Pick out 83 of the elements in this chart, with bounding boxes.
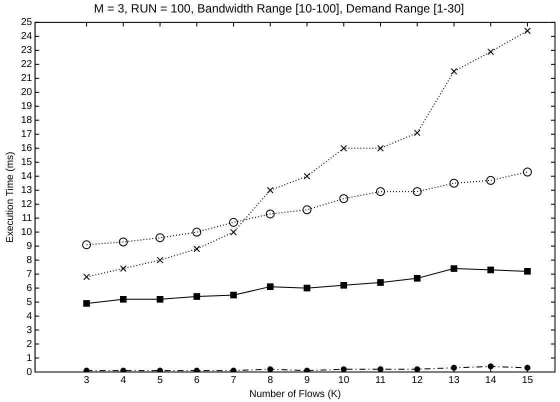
point: [266, 209, 275, 218]
point: [377, 144, 384, 152]
point: [229, 218, 238, 227]
point: [156, 256, 164, 264]
point: [83, 274, 90, 280]
y-tick-label: 8: [26, 254, 33, 266]
point: [376, 187, 385, 196]
x-tick-label: 6: [194, 374, 200, 386]
y-tick-label: 19: [21, 101, 33, 112]
y-tick-label: 25: [21, 17, 33, 28]
x-tick-label: 13: [448, 374, 460, 386]
y-tick-label: 0: [26, 366, 33, 378]
y-tick-label: 22: [21, 59, 33, 70]
y-tick-label: 12: [21, 198, 33, 210]
point: [304, 284, 310, 292]
y-tick-label: 17: [21, 129, 33, 140]
y-tick-label: 5: [26, 296, 33, 308]
y-tick-label: 20: [21, 87, 33, 98]
point: [522, 168, 532, 177]
y-tick-label: 14: [21, 170, 33, 182]
x-tick-label: 15: [522, 374, 534, 386]
point: [304, 172, 310, 180]
y-tick-label: 21: [21, 73, 33, 84]
y-tick-label: 24: [21, 31, 33, 42]
y-tick-label: 2: [26, 338, 33, 350]
point: [488, 363, 494, 370]
point: [377, 279, 384, 286]
y-tick-label: 23: [21, 45, 33, 56]
x-tick-label: 8: [267, 374, 274, 386]
y-tick-label: 10: [21, 226, 33, 238]
point: [230, 228, 237, 236]
point: [339, 194, 348, 204]
point: [450, 364, 457, 371]
x-tick-label: 4: [120, 374, 127, 386]
point: [340, 282, 348, 289]
y-tick-label: 7: [26, 268, 33, 280]
point: [450, 68, 458, 75]
point: [230, 292, 237, 298]
x-tick-label: 7: [230, 374, 237, 386]
y-tick-label: 9: [26, 240, 33, 252]
y-tick-label: 18: [21, 115, 33, 126]
y-tick-label: 4: [26, 310, 33, 322]
point: [193, 293, 200, 300]
point: [487, 266, 494, 274]
y-tick-label: 11: [22, 212, 33, 224]
y-tick-label: 3: [26, 324, 33, 336]
point: [412, 187, 422, 196]
x-tick-label: 9: [304, 374, 310, 386]
point: [302, 205, 312, 214]
point: [524, 268, 531, 275]
point: [82, 240, 92, 250]
y-tick-label: 16: [21, 143, 33, 154]
point: [120, 265, 127, 272]
x-tick-label: 5: [157, 374, 164, 386]
x-tick-label: 14: [485, 374, 497, 386]
point: [340, 144, 348, 152]
y-tick-label: 15: [21, 156, 33, 168]
point: [487, 48, 494, 56]
point: [192, 228, 202, 237]
x-tick-label: 11: [375, 374, 386, 386]
x-axis-title: Number of Flows (K): [249, 388, 341, 400]
chart-title: M = 3, RUN = 100, Bandwidth Range [10-100], Demand Range [1-30]: [94, 2, 464, 16]
x-tick-label: 12: [412, 374, 424, 386]
y-tick-label: 1: [26, 352, 33, 364]
point: [524, 27, 531, 34]
point: [266, 186, 274, 194]
point: [120, 296, 127, 303]
point: [414, 274, 421, 282]
x-tick-label: 10: [338, 374, 350, 386]
point: [156, 233, 165, 242]
x-tick-label: 3: [84, 374, 90, 386]
point: [486, 176, 496, 185]
y-axis-title: Execution Time (ms): [4, 152, 16, 243]
point: [450, 265, 458, 272]
y-tick-label: 6: [26, 282, 33, 294]
point: [449, 178, 458, 188]
point: [83, 300, 90, 307]
point: [118, 237, 128, 246]
point: [266, 283, 274, 290]
point: [156, 296, 164, 303]
point: [193, 246, 200, 252]
y-tick-label: 13: [21, 184, 33, 196]
point: [414, 130, 421, 136]
